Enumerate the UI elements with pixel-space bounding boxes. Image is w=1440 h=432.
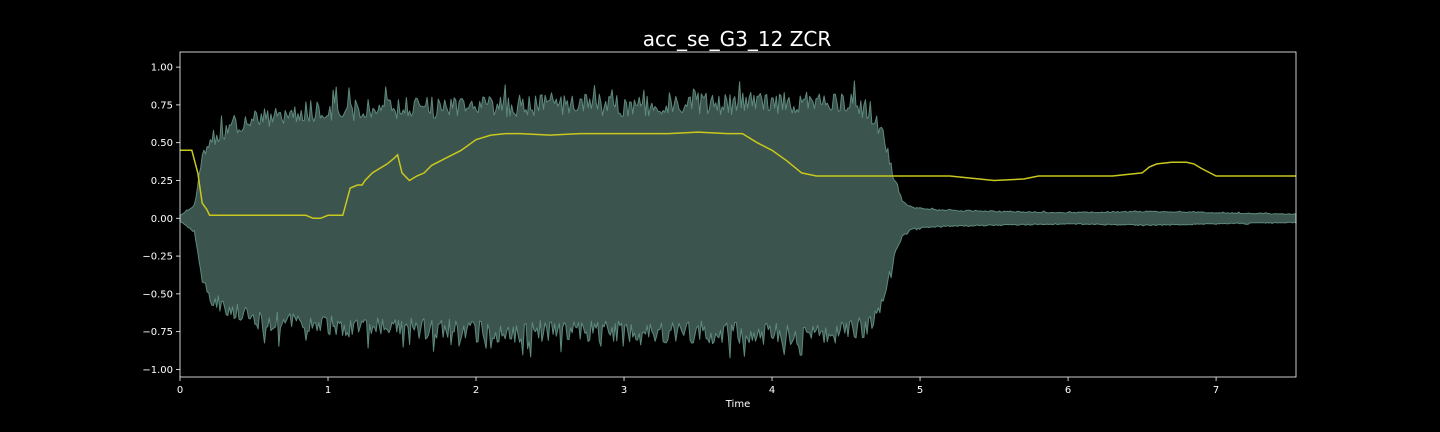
- x-axis-label: Time: [725, 399, 750, 410]
- x-tick-label: 5: [917, 385, 923, 396]
- y-tick-label: −1.00: [142, 365, 173, 376]
- y-tick-label: 0.50: [151, 138, 173, 149]
- x-tick-label: 6: [1065, 385, 1071, 396]
- x-tick-label: 2: [473, 385, 479, 396]
- y-tick-label: 0.00: [151, 214, 173, 225]
- x-tick-label: 7: [1213, 385, 1219, 396]
- axes-frame: [179, 51, 1297, 378]
- waveform-area: [179, 80, 1297, 359]
- y-tick-label: −0.25: [142, 252, 173, 263]
- x-tick-label: 0: [177, 385, 183, 396]
- y-tick-label: −0.75: [142, 327, 173, 338]
- y-tick-label: 1.00: [151, 63, 173, 74]
- plot-area: [179, 80, 1297, 359]
- y-tick-label: 0.75: [151, 100, 173, 111]
- chart-title: acc_se_G3_12 ZCR: [643, 27, 832, 51]
- y-axis: 1.00 0.75 0.50 0.25 0.00 −0.25 −0.50 −0.75 −1.00: [142, 63, 180, 376]
- y-tick-label: −0.50: [142, 289, 173, 300]
- x-tick-label: 1: [325, 385, 331, 396]
- x-tick-label: 4: [769, 385, 775, 396]
- zcr-line: [180, 131, 1296, 220]
- y-tick-label: 0.25: [151, 176, 173, 187]
- x-tick-label: 3: [621, 385, 627, 396]
- x-axis: 0 1 2 3 4 5 6 7: [177, 377, 1219, 396]
